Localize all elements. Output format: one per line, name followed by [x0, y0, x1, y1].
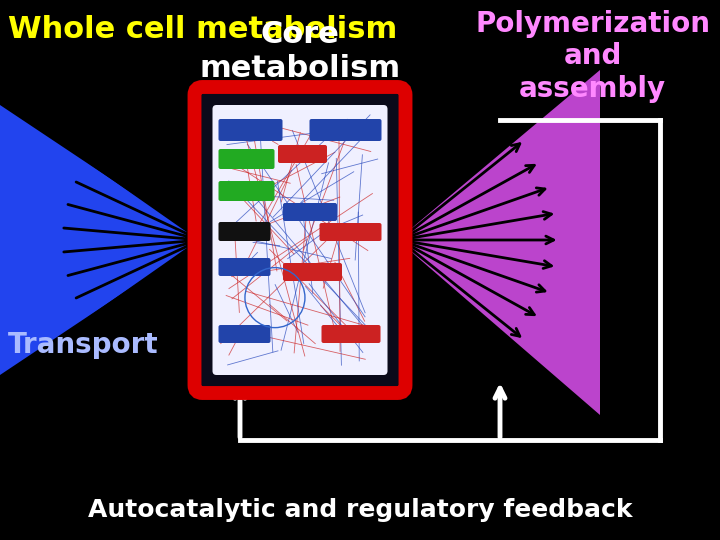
FancyBboxPatch shape [310, 119, 382, 141]
FancyBboxPatch shape [320, 223, 382, 241]
Text: Autocatalytic and regulatory feedback: Autocatalytic and regulatory feedback [88, 498, 632, 522]
Text: Whole cell metabolism: Whole cell metabolism [8, 15, 397, 44]
FancyBboxPatch shape [218, 181, 274, 201]
FancyBboxPatch shape [218, 222, 271, 241]
Polygon shape [0, 105, 202, 375]
FancyBboxPatch shape [218, 325, 271, 343]
FancyBboxPatch shape [283, 263, 342, 281]
FancyBboxPatch shape [194, 87, 405, 393]
FancyBboxPatch shape [212, 105, 387, 375]
FancyBboxPatch shape [218, 258, 271, 276]
FancyBboxPatch shape [278, 145, 327, 163]
Text: Polymerization
and
assembly: Polymerization and assembly [475, 10, 710, 103]
FancyBboxPatch shape [218, 149, 274, 169]
Text: Core
metabolism: Core metabolism [199, 20, 400, 83]
FancyBboxPatch shape [218, 119, 282, 141]
Polygon shape [397, 70, 600, 415]
Text: Transport: Transport [8, 331, 158, 359]
FancyBboxPatch shape [322, 325, 380, 343]
FancyBboxPatch shape [283, 203, 337, 221]
